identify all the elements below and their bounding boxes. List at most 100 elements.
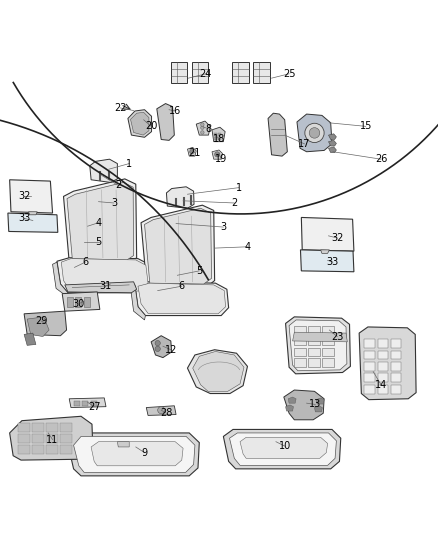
Polygon shape (117, 442, 129, 447)
Polygon shape (10, 180, 53, 213)
Bar (308, 336, 320, 345)
Bar (308, 359, 320, 367)
Bar (378, 385, 388, 393)
Polygon shape (328, 147, 336, 152)
Text: 29: 29 (35, 316, 48, 326)
Bar (60, 434, 72, 443)
Polygon shape (193, 351, 244, 391)
Polygon shape (268, 113, 287, 156)
Text: 5: 5 (196, 266, 202, 276)
Polygon shape (187, 147, 196, 156)
Polygon shape (138, 283, 226, 314)
Circle shape (309, 128, 320, 138)
Polygon shape (24, 311, 67, 336)
Circle shape (201, 131, 204, 134)
Bar (364, 362, 375, 371)
Polygon shape (65, 282, 137, 293)
Bar (18, 423, 30, 432)
Polygon shape (24, 333, 36, 345)
Bar (67, 297, 73, 307)
Bar (294, 326, 306, 334)
Circle shape (155, 346, 160, 351)
Text: 10: 10 (279, 441, 291, 451)
Bar (84, 297, 90, 307)
Bar (294, 359, 306, 367)
Text: 14: 14 (375, 379, 387, 390)
Polygon shape (131, 285, 145, 320)
Bar (364, 351, 375, 359)
Polygon shape (151, 336, 172, 358)
Text: 1: 1 (126, 159, 132, 168)
Polygon shape (67, 182, 134, 260)
Text: 28: 28 (160, 408, 173, 418)
Polygon shape (328, 140, 336, 146)
Polygon shape (286, 405, 293, 411)
Bar (322, 348, 334, 356)
Bar (46, 445, 58, 454)
Bar (391, 374, 401, 382)
Polygon shape (53, 262, 68, 297)
Bar (214, 137, 217, 140)
Text: 15: 15 (360, 122, 372, 131)
Polygon shape (61, 259, 148, 291)
Polygon shape (166, 187, 194, 208)
Bar (32, 445, 44, 454)
Circle shape (155, 341, 160, 346)
Polygon shape (187, 350, 247, 393)
Bar (232, 61, 249, 83)
Text: 11: 11 (46, 434, 59, 445)
Polygon shape (212, 150, 223, 159)
Polygon shape (223, 430, 341, 469)
Bar (378, 351, 388, 359)
Bar (60, 445, 72, 454)
Circle shape (201, 126, 204, 130)
Bar (82, 400, 88, 406)
Bar (294, 348, 306, 356)
Text: 33: 33 (327, 257, 339, 267)
Polygon shape (212, 127, 225, 142)
Polygon shape (300, 250, 354, 272)
Polygon shape (359, 327, 416, 400)
Bar (18, 434, 30, 443)
Bar (214, 133, 217, 136)
Polygon shape (57, 258, 151, 293)
Polygon shape (145, 208, 212, 284)
Text: 26: 26 (375, 154, 387, 164)
Polygon shape (141, 205, 215, 287)
Polygon shape (314, 406, 322, 412)
Polygon shape (286, 317, 350, 374)
Polygon shape (301, 217, 354, 251)
Text: 1: 1 (236, 183, 242, 192)
Text: 2: 2 (231, 198, 237, 208)
Bar (253, 61, 270, 83)
Circle shape (158, 407, 165, 414)
Polygon shape (289, 320, 347, 371)
Polygon shape (196, 121, 210, 135)
Polygon shape (297, 114, 332, 152)
Polygon shape (27, 317, 49, 336)
Bar (171, 61, 187, 83)
Text: 24: 24 (200, 69, 212, 79)
Text: 9: 9 (141, 448, 148, 458)
Polygon shape (157, 103, 174, 140)
Bar (378, 362, 388, 371)
Text: 12: 12 (165, 345, 177, 355)
Bar (322, 359, 334, 367)
Bar (391, 351, 401, 359)
Text: 27: 27 (88, 402, 100, 411)
Polygon shape (68, 433, 199, 476)
Bar (308, 348, 320, 356)
Text: 23: 23 (331, 332, 343, 342)
Text: 30: 30 (73, 298, 85, 309)
Text: 4: 4 (244, 242, 251, 252)
Polygon shape (74, 437, 195, 472)
Polygon shape (230, 433, 336, 465)
Polygon shape (8, 213, 58, 232)
Text: 4: 4 (95, 217, 102, 228)
Text: 19: 19 (215, 154, 227, 164)
Text: 16: 16 (169, 106, 181, 116)
Polygon shape (90, 159, 117, 182)
Text: 22: 22 (114, 103, 127, 113)
Polygon shape (293, 332, 347, 342)
Bar (32, 423, 44, 432)
